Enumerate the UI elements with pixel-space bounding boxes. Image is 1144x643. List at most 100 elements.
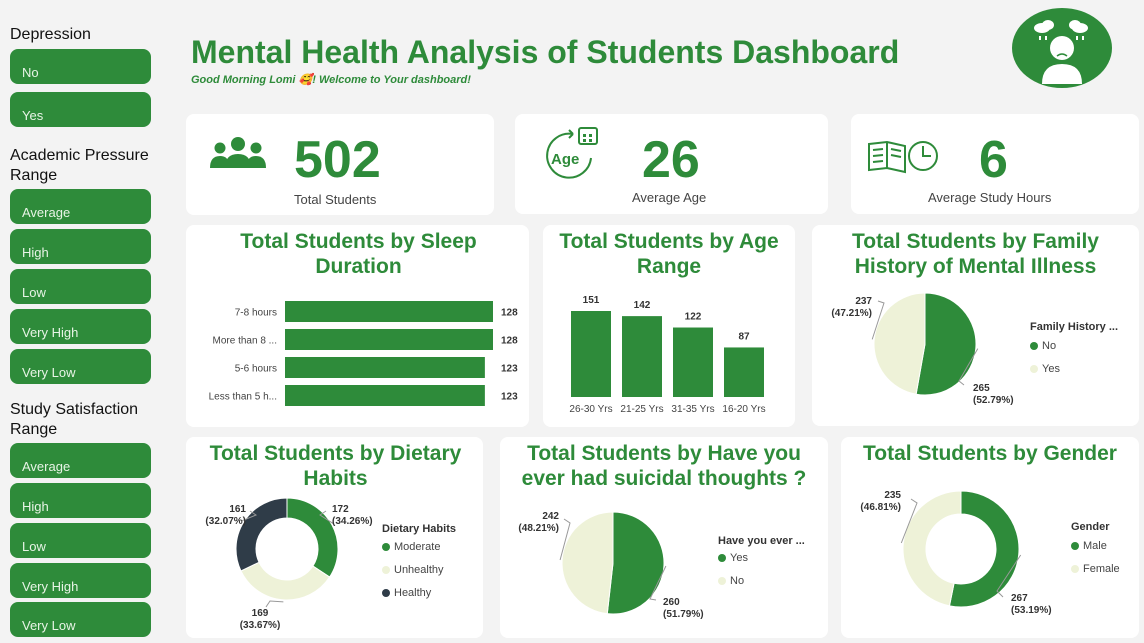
study-satisfaction-option-average[interactable]: Average — [10, 443, 151, 478]
kpi-total-students-value: 502 — [294, 131, 381, 189]
diet-leader-line — [265, 600, 284, 608]
family-percent-label: (52.79%) — [973, 395, 1014, 406]
suicidal-slice — [561, 511, 614, 615]
diet-slice — [240, 561, 331, 601]
suicidal-leader-line — [559, 518, 571, 561]
kpi-card-average-study-hours: 6 Average Study Hours — [851, 114, 1139, 214]
suicidal-legend-yes[interactable]: Yes — [718, 552, 748, 564]
family-leader-line — [958, 348, 979, 386]
gender-legend-male-label: Male — [1083, 540, 1107, 552]
suicidal-legend-title: Have you ever ... — [718, 535, 805, 547]
book-clock-icon — [868, 140, 938, 174]
legend-dot-icon — [1071, 542, 1079, 550]
gender-percent-label: (46.81%) — [860, 502, 901, 513]
academic-pressure-option-high[interactable]: High — [10, 229, 151, 264]
age-range-bar-svg: 151 26-30 Yrs 142 21-25 Yrs 122 31-35 Yrs 87 16… — [569, 295, 765, 415]
mental-health-avatar — [1012, 8, 1112, 88]
sleep-bar — [285, 385, 485, 406]
sleep-data-label: 128 — [501, 308, 518, 319]
family-legend-title: Family History ... — [1030, 321, 1119, 333]
chart-age-range: Total Students by Age Range 151 26-30 Yrs… — [543, 225, 795, 427]
family-legend-yes[interactable]: Yes — [1030, 363, 1060, 375]
study-satisfaction-option-low[interactable]: Low — [10, 523, 151, 558]
age-icon-text: Age — [551, 151, 579, 168]
diet-legend-moderate-label: Moderate — [394, 541, 441, 553]
age-category-label: 21-25 Yrs — [620, 404, 663, 415]
kpi-average-age-value: 26 — [642, 131, 700, 189]
diet-legend-moderate[interactable]: Moderate — [382, 541, 440, 553]
diet-legend-unhealthy[interactable]: Unhealthy — [382, 564, 444, 576]
kpi-card-average-age: Age 26 Average Age — [515, 114, 828, 214]
sleep-data-label: 128 — [501, 336, 518, 347]
diet-value-label: 169 — [252, 608, 269, 619]
age-calendar-icon: Age — [546, 127, 598, 179]
age-bar — [673, 327, 713, 397]
people-icon — [210, 137, 266, 168]
age-data-label: 122 — [685, 312, 702, 323]
suicidal-legend-no-label: No — [730, 575, 745, 587]
gender-legend-female[interactable]: Female — [1071, 563, 1120, 575]
chart-family-history: Total Students by Family History of Ment… — [812, 225, 1139, 426]
sleep-duration-bar-svg: 7-8 hours 128 More than 8 ... 128 5-6 hours 1… — [209, 301, 518, 406]
age-data-label: 151 — [583, 295, 600, 306]
gender-leader-line — [996, 554, 1022, 598]
age-data-label: 87 — [738, 331, 750, 342]
chart-sleep-duration: Total Students by Sleep Duration 7-8 hou… — [186, 225, 529, 427]
diet-slice — [286, 497, 339, 578]
family-value-label: 265 — [973, 383, 990, 394]
dashboard-title: Mental Health Analysis of Students Dashb… — [191, 34, 900, 70]
chart-suicidal-title: Total Students by Have you ever had suic… — [521, 442, 807, 490]
study-satisfaction-slicer-title: Study Satisfaction Range — [10, 401, 139, 438]
study-satisfaction-option-very-low[interactable]: Very Low — [10, 602, 151, 637]
chart-family-title: Total Students by Family History of Ment… — [852, 230, 1099, 278]
gender-legend-female-label: Female — [1083, 563, 1120, 575]
gender-slice — [948, 490, 1020, 608]
legend-dot-icon — [382, 566, 390, 574]
sleep-bar — [285, 301, 493, 322]
academic-pressure-option-average[interactable]: Average — [10, 189, 151, 224]
sleep-category-label: More than 8 ... — [213, 336, 277, 347]
suicidal-value-label: 260 — [663, 597, 680, 608]
age-data-label: 142 — [634, 300, 651, 311]
suicidal-percent-label: (48.21%) — [518, 523, 559, 534]
family-percent-label: (47.21%) — [831, 308, 872, 319]
age-category-label: 26-30 Yrs — [569, 404, 612, 415]
depression-option-no[interactable]: No — [10, 49, 151, 84]
diet-value-label: 172 — [332, 504, 349, 515]
suicidal-legend-no[interactable]: No — [718, 575, 744, 587]
study-satisfaction-option-high[interactable]: High — [10, 483, 151, 518]
study-satisfaction-option-very-high[interactable]: Very High — [10, 563, 151, 598]
kpi-study-hours-value: 6 — [979, 131, 1008, 189]
chart-diet-title: Total Students by Dietary Habits — [209, 442, 462, 490]
sleep-bar — [285, 329, 493, 350]
suicidal-leader-line — [649, 565, 667, 601]
legend-dot-icon — [1071, 565, 1079, 573]
academic-pressure-option-very-high[interactable]: Very High — [10, 309, 151, 344]
depression-slicer-title: Depression — [10, 26, 91, 43]
greeting-text: Good Morning Lomi 🥰! Welcome to Your das… — [191, 74, 471, 86]
chart-gender: Total Students by Gender 267 (53.19%) 235(… — [841, 437, 1139, 638]
family-leader-line — [871, 300, 885, 340]
age-bar — [571, 311, 611, 397]
depression-option-yes[interactable]: Yes — [10, 92, 151, 127]
diet-value-label: 161 — [229, 504, 246, 515]
age-bar — [622, 316, 662, 397]
gender-value-label: 235 — [884, 490, 901, 501]
family-legend-no[interactable]: No — [1030, 340, 1056, 352]
academic-pressure-option-low[interactable]: Low — [10, 269, 151, 304]
diet-leader-line — [241, 510, 258, 522]
gender-legend-male[interactable]: Male — [1071, 540, 1107, 552]
gender-value-label: 267 — [1011, 593, 1028, 604]
kpi-average-age-label: Average Age — [632, 190, 707, 205]
kpi-study-hours-label: Average Study Hours — [928, 190, 1052, 205]
age-category-label: 16-20 Yrs — [722, 404, 765, 415]
diet-legend-healthy[interactable]: Healthy — [382, 587, 431, 599]
academic-pressure-option-very-low[interactable]: Very Low — [10, 349, 151, 384]
diet-percent-label: (33.67%) — [240, 620, 281, 631]
sleep-data-label: 123 — [501, 392, 518, 403]
diet-percent-label: (34.26%) — [332, 516, 373, 527]
suicidal-legend-yes-label: Yes — [730, 552, 748, 564]
family-legend-yes-label: Yes — [1042, 363, 1060, 375]
diet-legend-title: Dietary Habits — [382, 523, 456, 535]
suicidal-value-label: 242 — [542, 511, 559, 522]
